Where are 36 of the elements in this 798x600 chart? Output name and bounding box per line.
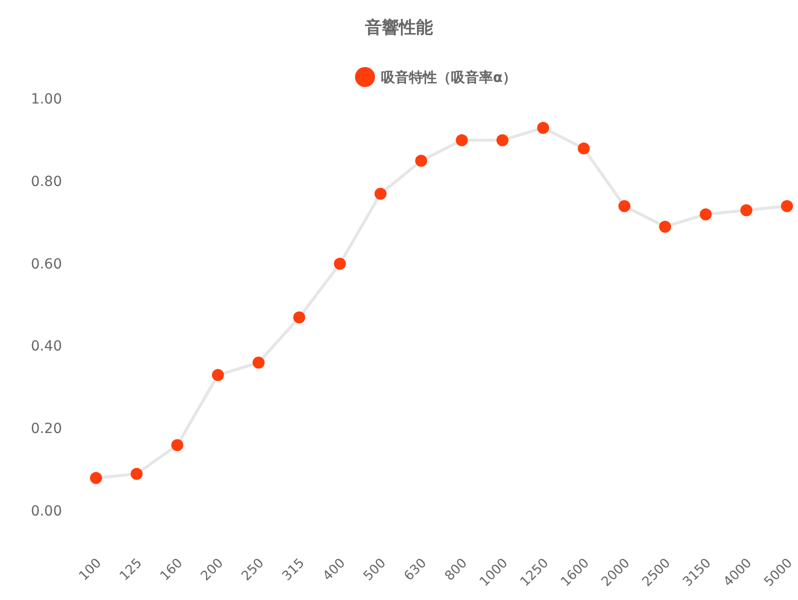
x-tick-label: 630 [402,556,430,584]
point [130,468,143,480]
y-tick-label: 1.00 [30,91,62,108]
y-tick-label: 0.20 [30,421,62,438]
x-tick-label: 200 [198,556,227,584]
x-tick-label: 100 [76,556,105,584]
point [374,188,387,200]
legend-label: 吸音特性（吸音率α） [381,69,517,86]
point [700,208,712,220]
point [537,122,550,134]
x-tick-label: 160 [158,556,186,584]
point [293,311,306,324]
point [171,439,184,452]
x-tick-label: 250 [239,556,268,584]
x-tick-label: 500 [360,556,390,584]
point [618,200,630,212]
point [781,200,793,212]
point [334,258,346,270]
point [252,356,265,369]
point [740,204,752,216]
point [659,220,672,233]
chart-title: 音響性能 [364,18,433,38]
y-tick-label: 0.60 [30,256,62,272]
point [456,134,468,146]
point [415,154,428,167]
point [496,134,508,146]
y-tick-label: 0.40 [30,338,62,355]
x-tick-label: 800 [442,556,470,584]
point [90,472,102,484]
y-tick-label: 0.80 [30,174,62,190]
x-tick-label: 125 [117,556,146,584]
point [212,369,224,382]
x-tick-label: 315 [280,556,308,584]
point [578,142,590,154]
y-tick-label: 0.00 [30,503,62,520]
x-tick-label: 400 [320,556,349,584]
